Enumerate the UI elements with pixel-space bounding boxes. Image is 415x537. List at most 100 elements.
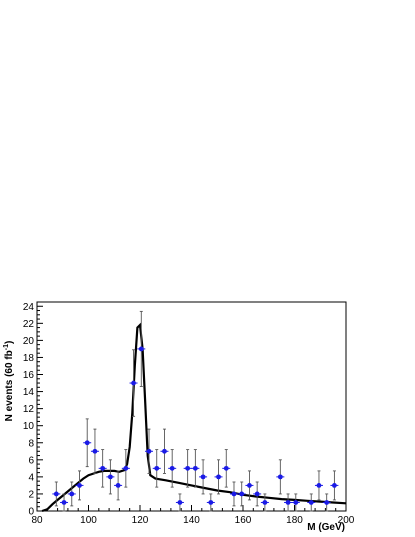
point-marker xyxy=(247,483,252,488)
data-point xyxy=(67,481,76,507)
data-points xyxy=(52,310,339,512)
point-marker xyxy=(231,491,237,497)
x-tick-label: 140 xyxy=(183,515,200,526)
data-point xyxy=(114,470,123,501)
y-axis-title: N events (60 fb-1) xyxy=(3,341,15,422)
fit-curve xyxy=(41,322,347,513)
data-point xyxy=(175,493,184,512)
data-point xyxy=(229,481,238,507)
data-point xyxy=(199,459,208,495)
y-tick-label: 4 xyxy=(28,472,34,483)
data-point xyxy=(191,449,200,488)
point-marker xyxy=(177,500,183,505)
point-marker xyxy=(262,500,268,505)
data-point xyxy=(214,459,223,495)
data-point xyxy=(106,459,115,495)
x-axis: 80 100 120 140 160 180 200 xyxy=(31,505,355,526)
data-point xyxy=(284,493,293,512)
y-tick-label: 2 xyxy=(28,489,34,500)
point-marker xyxy=(332,483,337,488)
y-tick-label: 12 xyxy=(23,404,35,415)
data-point xyxy=(129,349,138,417)
y-tick-label: 18 xyxy=(23,353,35,364)
point-marker xyxy=(208,500,214,505)
data-point xyxy=(98,449,107,488)
x-tick-label: 180 xyxy=(286,515,303,526)
data-point xyxy=(90,428,99,474)
point-marker xyxy=(92,448,98,454)
y-tick-label: 14 xyxy=(23,387,35,398)
point-marker xyxy=(223,465,229,471)
x-tick-label: 160 xyxy=(235,515,252,526)
point-marker xyxy=(84,440,90,446)
x-tick-label: 200 xyxy=(338,515,355,526)
y-tick-label: 6 xyxy=(28,455,34,466)
x-tick-label: 120 xyxy=(132,515,149,526)
point-marker xyxy=(115,483,121,488)
data-point xyxy=(52,481,61,507)
point-marker xyxy=(61,500,67,505)
data-point xyxy=(206,493,215,512)
y-tick-label: 8 xyxy=(28,438,34,449)
point-marker xyxy=(254,491,260,497)
data-point xyxy=(137,310,146,387)
y-axis-title-end: ) xyxy=(4,341,15,344)
y-tick-label: 16 xyxy=(23,370,35,381)
point-marker xyxy=(239,491,245,497)
y-axis-title-main: N events (60 fb xyxy=(4,350,15,421)
data-point xyxy=(168,449,177,488)
data-point xyxy=(237,481,246,507)
point-marker xyxy=(123,465,129,471)
point-marker xyxy=(285,500,291,505)
point-marker xyxy=(69,491,75,497)
data-point xyxy=(222,449,231,488)
point-marker xyxy=(185,465,191,471)
point-marker xyxy=(146,448,152,454)
point-marker xyxy=(154,465,160,471)
y-axis-title-sup: -1 xyxy=(3,344,10,350)
data-point xyxy=(245,470,254,501)
y-tick-label: 10 xyxy=(23,421,35,432)
data-point xyxy=(253,481,262,507)
data-point xyxy=(276,459,285,495)
data-point xyxy=(291,493,300,512)
data-point xyxy=(183,449,192,488)
data-point xyxy=(330,470,339,501)
y-tick-label: 24 xyxy=(23,302,35,313)
data-point xyxy=(260,493,269,512)
point-marker xyxy=(316,483,322,488)
data-point xyxy=(322,493,331,512)
point-marker xyxy=(77,483,82,488)
point-marker xyxy=(100,465,106,471)
data-point xyxy=(145,428,154,474)
point-marker xyxy=(216,474,221,480)
point-marker xyxy=(324,500,330,505)
data-point xyxy=(75,470,84,501)
x-tick-label: 80 xyxy=(31,515,43,526)
x-tick-label: 100 xyxy=(80,515,97,526)
point-marker xyxy=(162,448,167,454)
y-tick-label: 20 xyxy=(23,336,35,347)
point-marker xyxy=(308,500,314,505)
point-marker xyxy=(200,474,206,480)
point-marker xyxy=(169,465,175,471)
data-point xyxy=(160,428,169,474)
point-marker xyxy=(293,500,299,505)
y-tick-label: 22 xyxy=(23,319,35,330)
x-axis-title: M (GeV) xyxy=(307,522,345,533)
data-point xyxy=(83,418,92,468)
point-marker xyxy=(192,465,198,471)
data-point xyxy=(314,470,323,501)
data-point xyxy=(60,493,69,512)
point-marker xyxy=(277,474,283,480)
point-marker xyxy=(138,346,144,352)
data-point xyxy=(121,449,130,488)
data-point xyxy=(152,449,161,488)
data-point xyxy=(307,493,316,512)
point-marker xyxy=(53,491,59,497)
point-marker xyxy=(131,380,136,386)
y-tick-label: 0 xyxy=(28,507,34,518)
point-marker xyxy=(107,474,113,480)
